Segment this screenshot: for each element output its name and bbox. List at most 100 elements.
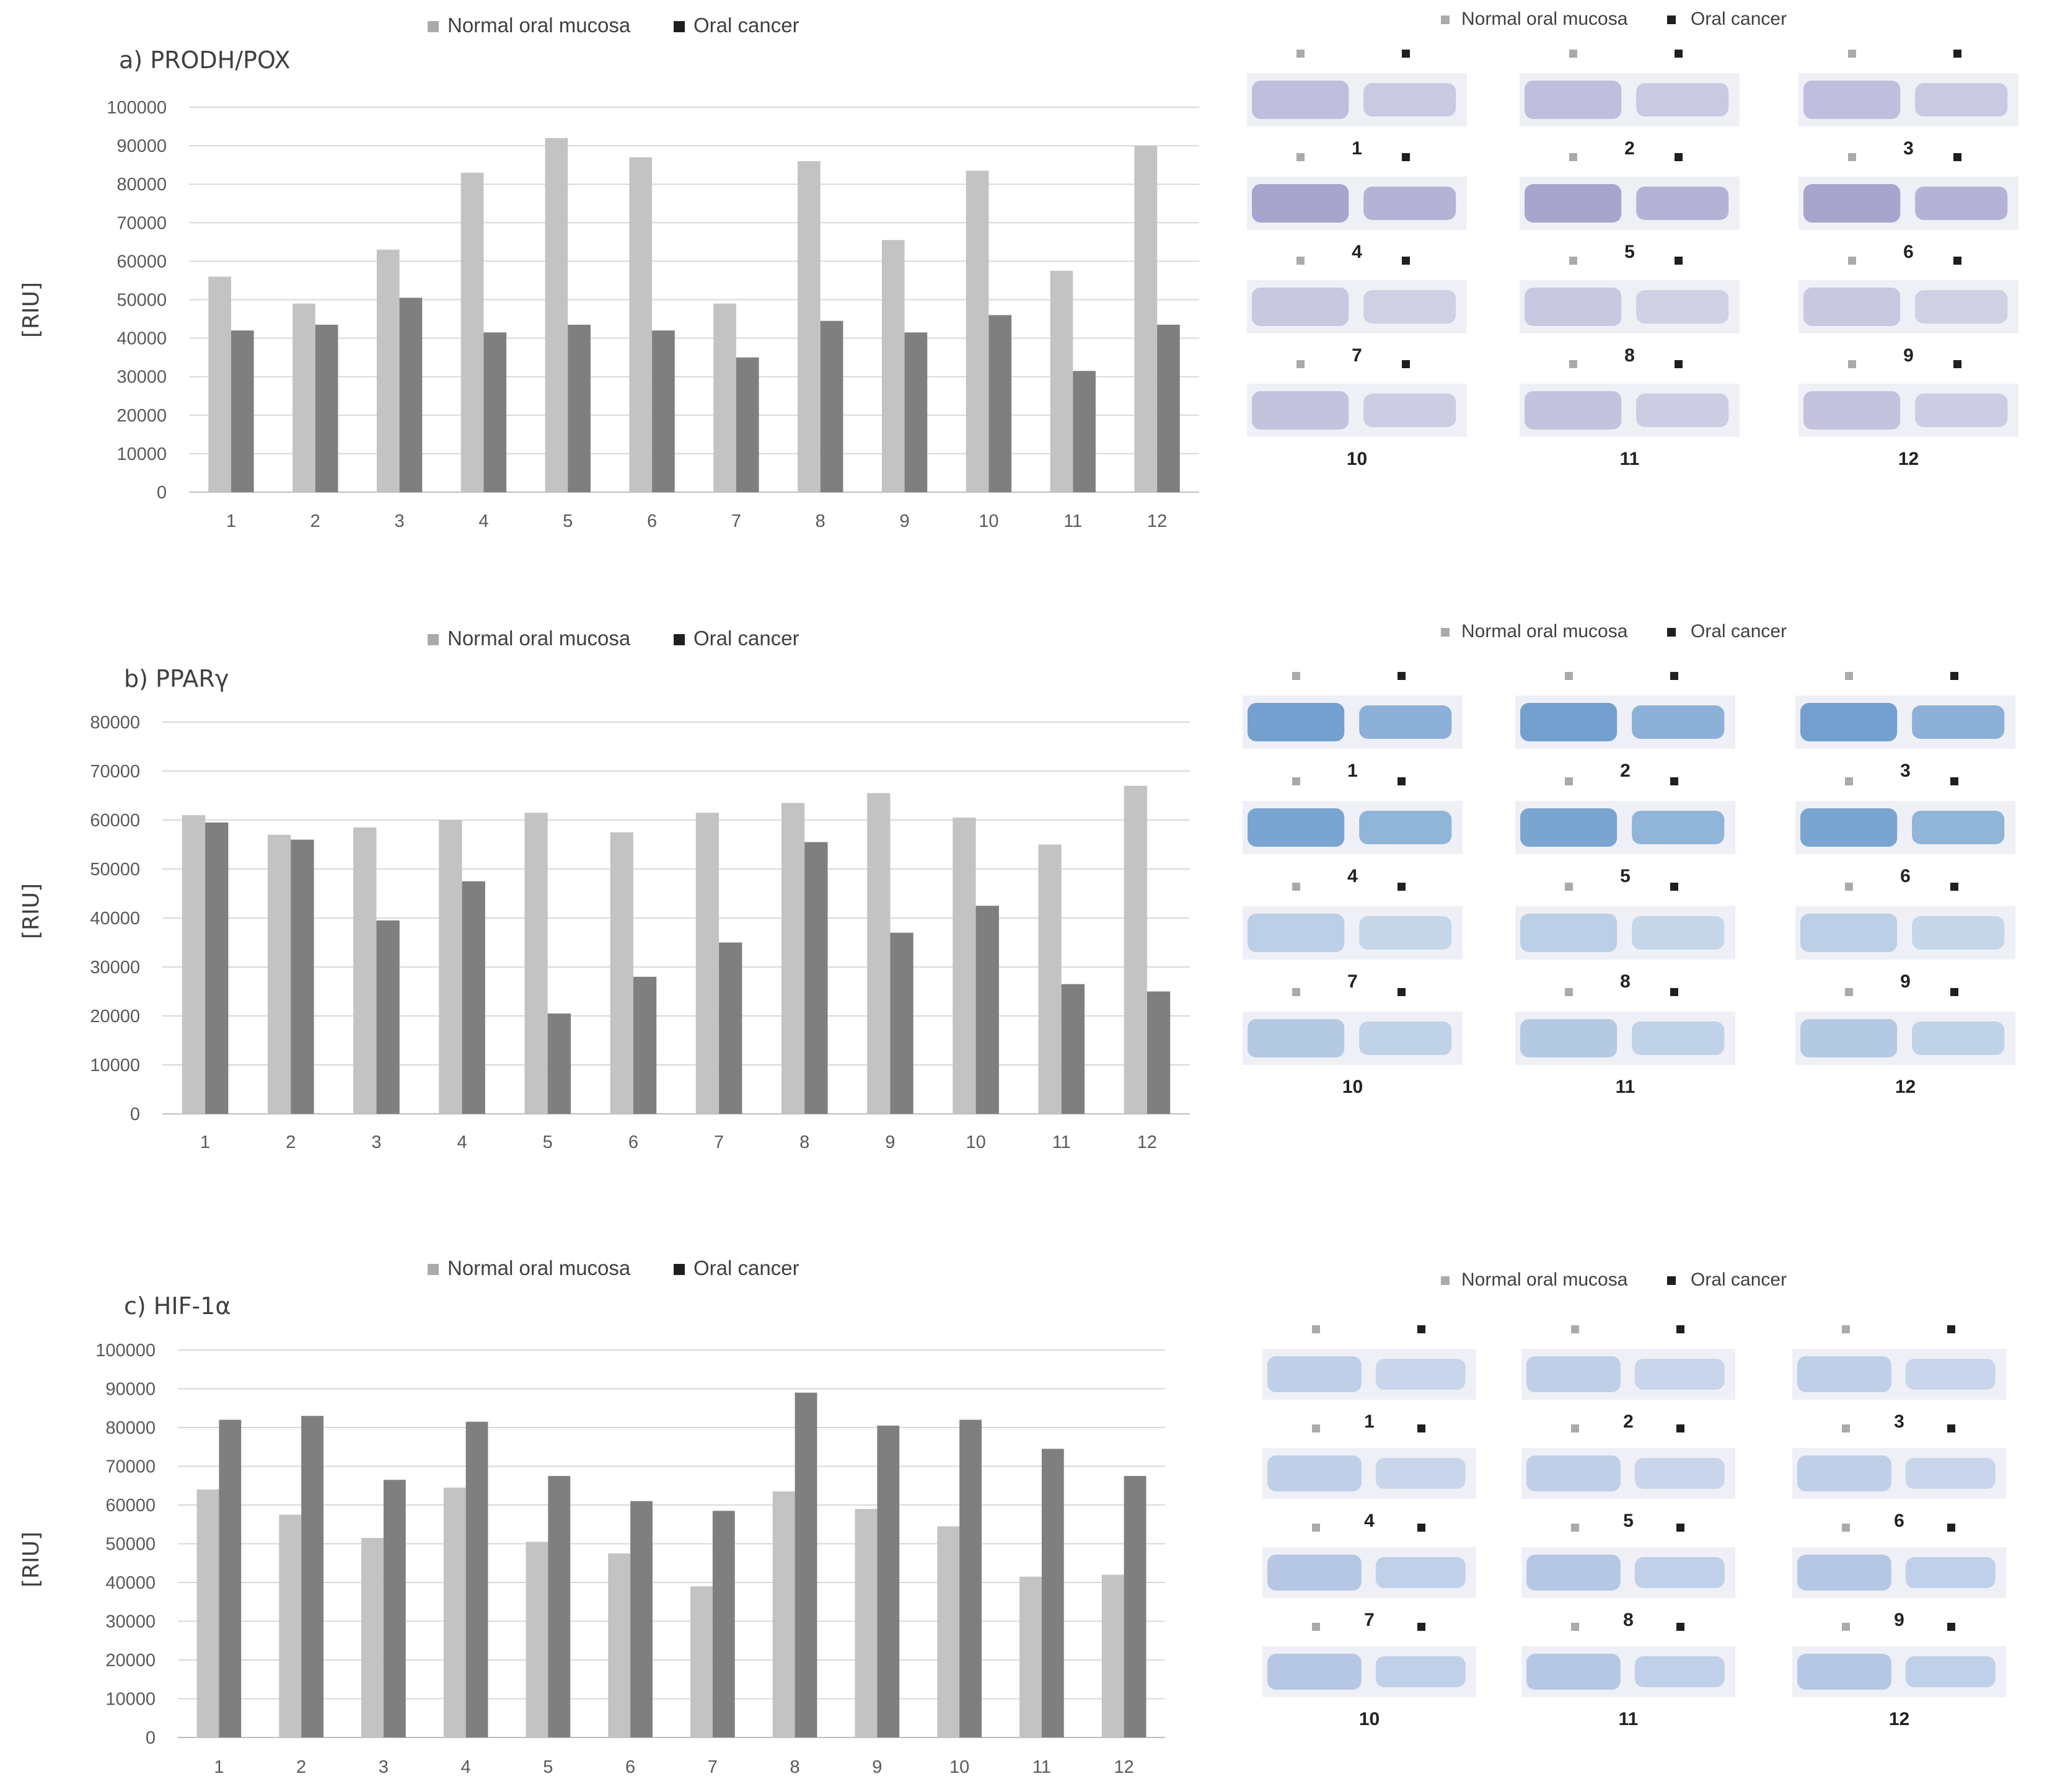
blot-marker-cancer [1950, 988, 1958, 996]
blot-membrane [1520, 280, 1740, 333]
blot-band-normal [1526, 1356, 1621, 1392]
legend-swatch-normal [428, 21, 439, 32]
y-tick-label: 50000 [105, 1535, 156, 1555]
blot-band-normal [1800, 703, 1898, 741]
blot-lane-label: 4 [1347, 866, 1358, 886]
bar-normal-11 [1050, 270, 1073, 492]
legend-label-normal: Normal oral mucosa [447, 627, 631, 650]
bar-normal-8 [798, 161, 821, 492]
blot-band-cancer [1915, 290, 2008, 324]
blot-band-cancer [1905, 1656, 1996, 1687]
x-tick-label: 5 [563, 511, 573, 531]
y-axis-label: [RIU] [19, 1532, 44, 1587]
bar-normal-12 [1101, 1574, 1124, 1737]
blot-marker-normal [1571, 1424, 1579, 1432]
blot-lane-7: 7 [1262, 1524, 1476, 1630]
blot-lane-1: 1 [1262, 1325, 1476, 1432]
blot-marker-cancer [1402, 257, 1410, 265]
legend-swatch-cancer [674, 1264, 685, 1275]
bar-normal-2 [293, 303, 315, 492]
bar-cancer-4 [465, 1421, 488, 1737]
legend-swatch-cancer [674, 21, 685, 32]
blot-lane-3: 3 [1798, 50, 2018, 159]
blot-band-normal [1797, 1455, 1891, 1491]
blot-lane-label: 9 [1903, 345, 1914, 366]
blot-lane-label: 5 [1624, 242, 1635, 262]
blot-band-normal [1525, 184, 1622, 223]
blot-band-cancer [1634, 1458, 1725, 1489]
x-tick-label: 1 [200, 1132, 210, 1152]
blot-marker-cancer [1947, 1424, 1955, 1432]
x-tick-label: 7 [714, 1132, 724, 1152]
blot-band-normal [1800, 914, 1898, 952]
x-tick-label: 12 [1137, 1132, 1157, 1152]
blot-band-normal [1525, 81, 1622, 119]
bar-normal-1 [182, 815, 206, 1114]
blot-marker-normal [1842, 1623, 1850, 1631]
blot-band-cancer [1363, 290, 1456, 324]
blot-lane-label: 4 [1352, 242, 1362, 262]
y-tick-label: 10000 [90, 1056, 140, 1075]
blot-lane-label: 1 [1347, 761, 1358, 781]
blot-membrane [1521, 1448, 1735, 1499]
x-tick-label: 6 [625, 1757, 635, 1777]
blot-marker-cancer [1398, 672, 1406, 680]
blot-lane-4: 4 [1262, 1424, 1476, 1531]
blot-marker-normal [1292, 988, 1300, 996]
blot-legend-label-cancer: Oral cancer [1691, 9, 1787, 29]
blot-lane-label: 8 [1624, 345, 1635, 366]
chart-3: c) HIF-1α Normal oral mucosa Oral cancer [R… [19, 1256, 1165, 1777]
blot-lane-9: 9 [1798, 257, 2018, 366]
blot-lane-8: 8 [1515, 883, 1735, 992]
bar-cancer-3 [376, 920, 400, 1114]
x-tick-label: 10 [966, 1132, 985, 1152]
blot-marker-normal [1569, 360, 1577, 368]
blot-lane-label: 12 [1889, 1709, 1909, 1729]
blot-membrane [1792, 1349, 2006, 1400]
blot-marker-normal [1845, 988, 1853, 996]
blot-band-normal [1267, 1555, 1362, 1591]
bar-normal-8 [772, 1491, 795, 1737]
blot-marker-normal [1842, 1524, 1850, 1532]
blot-lane-label: 2 [1623, 1411, 1634, 1432]
bar-normal-2 [267, 834, 291, 1114]
blot-lane-label: 3 [1900, 761, 1911, 781]
bar-normal-11 [1019, 1576, 1042, 1737]
blot-marker-normal [1842, 1424, 1850, 1432]
y-tick-label: 40000 [117, 329, 167, 349]
bar-normal-7 [690, 1586, 713, 1737]
bar-cancer-6 [630, 1501, 653, 1737]
blot-band-normal [1797, 1555, 1891, 1591]
blot-marker-normal [1312, 1623, 1320, 1631]
x-tick-label: 12 [1114, 1757, 1133, 1777]
bar-cancer-10 [959, 1419, 982, 1737]
blot-lane-label: 3 [1894, 1411, 1904, 1432]
blot-lane-12: 12 [1798, 360, 2018, 469]
legend-swatch-normal [428, 1264, 439, 1275]
blot-marker-normal [1571, 1524, 1579, 1532]
x-tick-label: 11 [1052, 1132, 1071, 1152]
blot-legend: Normal oral mucosa Oral cancer [1441, 9, 1787, 29]
bar-cancer-12 [1124, 1476, 1147, 1737]
blot-lane-4: 4 [1243, 777, 1463, 886]
blot-band-cancer [1363, 187, 1456, 220]
blot-lane-6: 6 [1795, 777, 2015, 886]
blot-band-cancer [1905, 1557, 1996, 1588]
charts: a) PRODH/POX Normal oral mucosa Oral cance… [19, 14, 1199, 1777]
blot-lane-3: 3 [1792, 1325, 2006, 1432]
blot-lane-11: 11 [1521, 1623, 1735, 1729]
blot-lane-6: 6 [1792, 1424, 2006, 1531]
blot-membrane [1792, 1448, 2006, 1499]
blot-marker-cancer [1950, 672, 1958, 680]
blot-band-cancer [1912, 705, 2005, 739]
blot-marker-cancer [1670, 883, 1678, 891]
blot-marker-normal [1312, 1524, 1320, 1532]
blot-marker-cancer [1676, 1325, 1684, 1333]
blot-lane-2: 2 [1515, 672, 1735, 781]
blot-band-normal [1248, 914, 1345, 952]
bar-cancer-6 [633, 976, 657, 1114]
blot-marker-normal [1848, 360, 1856, 368]
blot-membrane [1243, 1012, 1463, 1065]
